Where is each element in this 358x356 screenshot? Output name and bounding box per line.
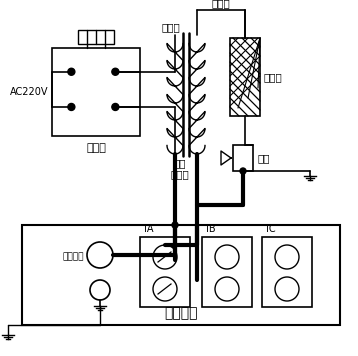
Text: 测试仪器: 测试仪器 [164,306,198,320]
Text: IB: IB [206,224,216,234]
Circle shape [112,104,119,110]
Text: 高压侧: 高压侧 [212,0,231,8]
Text: 电阻: 电阻 [257,153,270,163]
Circle shape [68,68,75,75]
Text: AC220V: AC220V [10,87,48,97]
Bar [230,38,260,116]
Text: 调压器: 调压器 [86,143,106,153]
Text: 避雷器: 避雷器 [264,72,283,82]
Text: 低压侧: 低压侧 [161,22,180,32]
Circle shape [68,104,75,110]
Bar [233,145,253,171]
Bar [202,237,252,307]
Bar [78,30,114,44]
Bar [22,225,340,325]
Text: IA: IA [144,224,154,234]
Bar [140,237,190,307]
Text: 电压输入: 电压输入 [63,252,84,262]
Circle shape [240,168,246,174]
Text: IC: IC [266,224,276,234]
Bar [52,48,140,136]
Bar [262,237,312,307]
Text: 试验
变压器: 试验 变压器 [171,158,189,179]
Circle shape [112,68,119,75]
Circle shape [172,222,178,228]
